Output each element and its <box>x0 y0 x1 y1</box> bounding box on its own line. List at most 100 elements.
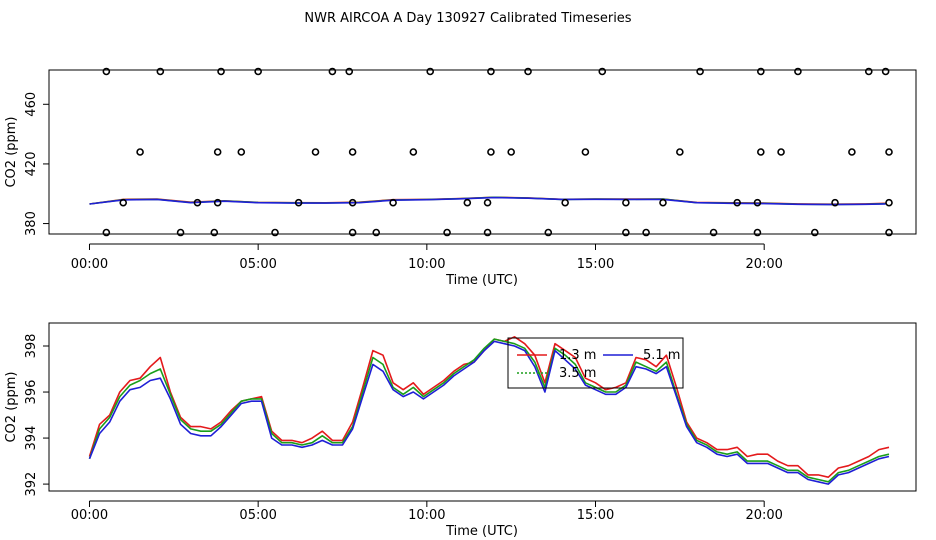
y-axis-label: CO2 (ppm) <box>4 116 19 187</box>
y-axis: 380 420 460 <box>24 92 49 236</box>
data-point <box>598 67 607 76</box>
data-point <box>443 228 451 237</box>
data-point <box>311 148 320 156</box>
data-point <box>885 148 893 156</box>
data-point <box>794 67 802 76</box>
y-axis: 392 394 396 398 <box>24 334 49 497</box>
x-tick-label: 00:00 <box>71 508 108 523</box>
data-point <box>881 67 890 76</box>
data-point <box>544 228 553 237</box>
data-point <box>102 228 111 237</box>
data-point <box>733 198 742 207</box>
x-axis: 00:00 05:00 10:00 15:00 20:00 <box>71 500 783 523</box>
data-point <box>156 67 165 76</box>
data-point <box>659 198 667 207</box>
series-line-3-5-m <box>88 338 890 483</box>
data-point <box>294 198 303 207</box>
y-axis-label: CO2 (ppm) <box>4 371 19 442</box>
data-point <box>885 228 893 237</box>
data-point <box>136 148 144 156</box>
series-line-5-1-m <box>88 340 890 485</box>
data-point <box>213 148 222 156</box>
data-point <box>487 67 495 76</box>
data-point <box>487 148 495 156</box>
data-point <box>254 67 262 76</box>
data-point <box>217 67 225 76</box>
data-point <box>483 228 492 237</box>
y-tick-label: 380 <box>24 211 39 236</box>
data-point <box>622 228 630 237</box>
data-point <box>864 67 873 76</box>
data-point <box>176 228 185 237</box>
data-point <box>463 198 472 207</box>
data-point <box>483 198 492 207</box>
x-axis: 00:00 05:00 10:00 15:00 20:00 <box>71 243 783 272</box>
data-point <box>622 198 630 207</box>
data-point <box>348 198 357 207</box>
data-point <box>709 228 718 237</box>
data-point <box>642 228 650 237</box>
data-point <box>237 148 246 156</box>
x-tick-label: 05:00 <box>239 508 276 523</box>
data-point <box>757 67 765 76</box>
x-tick-label: 15:00 <box>577 508 614 523</box>
x-tick-label: 15:00 <box>577 257 614 272</box>
y-tick-label: 420 <box>24 152 39 177</box>
data-point <box>753 198 762 207</box>
legend-label-5-1m: 5.1 m <box>643 348 680 363</box>
series-line-1-3-m <box>88 336 890 478</box>
data-point <box>372 228 381 237</box>
data-point <box>524 67 532 76</box>
data-point <box>193 198 202 207</box>
legend-label-3-5m: 3.5 m <box>559 366 596 381</box>
data-point <box>348 228 357 237</box>
data-point <box>581 148 590 156</box>
x-axis-label: Time (UTC) <box>445 273 518 288</box>
data-point <box>810 228 819 237</box>
data-point <box>507 148 515 156</box>
y-tick-label: 392 <box>24 472 39 497</box>
x-tick-label: 20:00 <box>745 508 782 523</box>
data-point <box>753 228 762 237</box>
data-point <box>696 67 704 76</box>
points-layer <box>102 67 893 237</box>
data-point <box>409 148 418 156</box>
data-point <box>676 148 684 156</box>
data-point <box>757 148 765 156</box>
data-point <box>426 67 435 76</box>
data-point <box>328 67 337 76</box>
x-axis-label: Time (UTC) <box>445 524 518 539</box>
data-point <box>848 148 856 156</box>
data-point <box>210 228 219 237</box>
data-point <box>885 198 893 207</box>
series-layer <box>88 336 890 485</box>
data-point <box>777 148 785 156</box>
x-tick-label: 20:00 <box>745 257 782 272</box>
figure-title: NWR AIRCOA A Day 130927 Calibrated Times… <box>304 11 631 26</box>
x-tick-label: 00:00 <box>71 257 108 272</box>
data-point <box>119 198 128 207</box>
data-point <box>831 198 839 207</box>
data-point <box>389 198 397 207</box>
y-tick-label: 398 <box>24 334 39 359</box>
data-point <box>102 67 111 76</box>
legend-label-1-3m: 1.3 m <box>559 348 596 363</box>
legend: 1.3 m 5.1 m 3.5 m <box>507 337 684 389</box>
data-point <box>213 198 222 207</box>
legend-box <box>507 337 684 389</box>
y-tick-label: 394 <box>24 426 39 451</box>
x-tick-label: 10:00 <box>408 508 445 523</box>
plot-frame <box>48 69 917 235</box>
y-tick-label: 460 <box>24 92 39 117</box>
data-point <box>271 228 279 237</box>
plot-frame <box>48 322 917 492</box>
data-point <box>348 148 357 156</box>
top-panel-co2-scatter: 00:00 05:00 10:00 15:00 20:00 380 420 460 Time… <box>4 67 917 288</box>
data-point <box>345 67 354 76</box>
series-layer <box>89 196 886 206</box>
data-point <box>561 198 569 207</box>
series-line-blue <box>89 196 886 206</box>
x-tick-label: 05:00 <box>239 257 276 272</box>
bottom-panel-co2-lines: 00:00 05:00 10:00 15:00 20:00 392 394 396 398 1… <box>4 322 917 539</box>
